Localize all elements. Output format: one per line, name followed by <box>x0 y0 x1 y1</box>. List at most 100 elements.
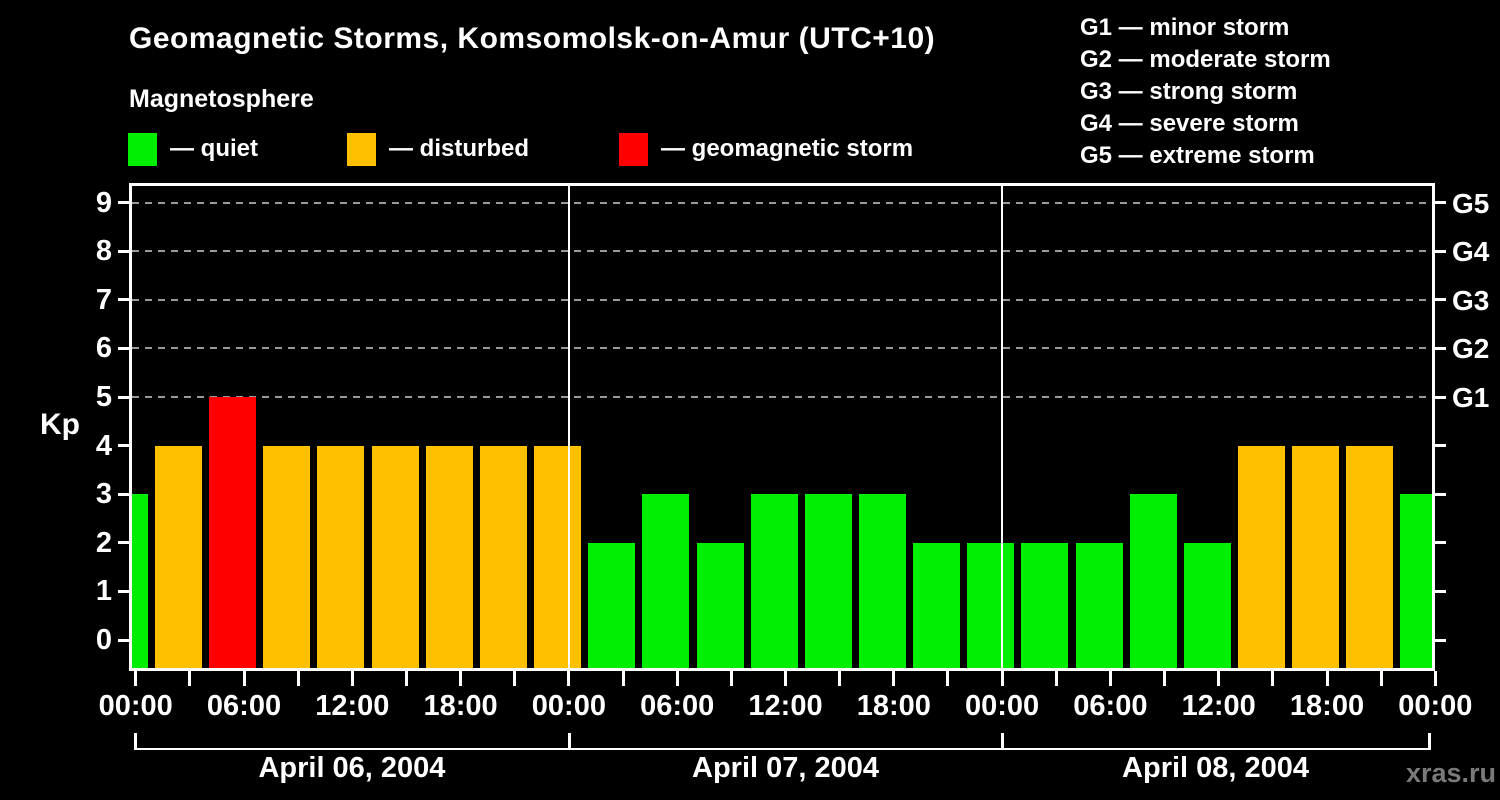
right-axis-g-label: G5 <box>1452 187 1490 219</box>
kp-bar <box>1238 445 1285 668</box>
y-axis-tick-label: 4 <box>95 429 112 462</box>
kp-bar <box>1346 445 1394 668</box>
kp-bar <box>371 445 419 668</box>
x-axis-tick <box>1379 671 1383 686</box>
kp-bar <box>913 542 961 668</box>
storm-color-swatch <box>619 132 648 166</box>
x-axis-tick <box>1325 671 1329 686</box>
x-axis-tick-label: 00:00 <box>1398 690 1473 722</box>
x-axis-tick-label: 06:00 <box>640 690 715 722</box>
date-label: April 07, 2004 <box>692 752 879 784</box>
y-axis-tick <box>118 589 132 593</box>
date-bracket-stub <box>134 733 137 750</box>
date-bracket-stub <box>1001 733 1005 750</box>
storm-level-gridline <box>132 201 1432 204</box>
date-bracket-stub <box>567 733 571 750</box>
x-axis-tick <box>946 671 950 686</box>
kp-bar <box>155 445 202 668</box>
y-axis-tick <box>118 201 132 205</box>
y-axis-title: Kp <box>40 408 80 441</box>
x-axis-tick <box>838 671 842 686</box>
x-axis-tick <box>188 671 192 686</box>
x-axis-tick <box>1217 671 1221 686</box>
storm-scale-line-g5: G5 — extreme storm <box>1080 142 1315 169</box>
storm-level-gridline <box>132 347 1432 350</box>
kp-bar <box>967 542 1015 668</box>
y-axis-tick-label: 5 <box>95 381 112 413</box>
y-axis-tick-label: 1 <box>95 575 112 608</box>
x-axis-tick <box>729 671 733 686</box>
disturbed-color-swatch <box>347 132 376 166</box>
legend-label-disturbed: — disturbed <box>389 135 530 162</box>
x-axis-tick-label: 00:00 <box>98 690 173 722</box>
right-axis-g-label: G3 <box>1452 284 1490 316</box>
y-axis-tick-right <box>1432 395 1446 399</box>
y-axis-tick-right <box>1432 249 1446 253</box>
quiet-color-swatch <box>128 132 157 166</box>
legend-item-disturbed: — disturbed <box>347 132 529 166</box>
storm-scale-legend: G1 — minor storm G2 — moderate storm G3 … <box>1080 12 1331 172</box>
x-axis-tick <box>1000 671 1004 686</box>
kp-bar <box>1129 494 1177 668</box>
x-axis-tick <box>350 671 354 686</box>
plot-area <box>129 183 1435 671</box>
x-axis-tick <box>892 671 896 686</box>
storm-scale-line-g1: G1 — minor storm <box>1080 14 1290 41</box>
x-axis-tick-label: 06:00 <box>206 690 282 722</box>
x-axis-tick-label: 18:00 <box>856 690 931 722</box>
kp-bar <box>858 494 906 668</box>
kp-bar <box>479 445 527 668</box>
legend-item-storm: — geomagnetic storm <box>619 132 913 166</box>
x-axis-tick <box>1271 671 1275 686</box>
y-axis-tick-right <box>1432 541 1446 545</box>
x-axis-tick-label: 06:00 <box>1073 690 1148 722</box>
y-axis-tick-right <box>1432 444 1446 448</box>
x-axis-tick <box>1054 671 1058 686</box>
kp-bar <box>534 445 582 668</box>
x-axis-tick-label: 18:00 <box>1289 690 1365 722</box>
x-axis-tick <box>242 671 246 686</box>
watermark: xras.ru <box>1405 758 1496 788</box>
y-axis-tick-label: 3 <box>95 478 112 511</box>
kp-bar <box>132 494 148 668</box>
kp-bar <box>642 494 690 668</box>
x-axis-tick <box>404 671 408 686</box>
x-axis-tick-label: 12:00 <box>748 690 823 722</box>
y-axis-tick-label: 8 <box>95 235 112 268</box>
y-axis-tick-right <box>1432 492 1446 496</box>
y-axis-tick <box>118 298 132 302</box>
y-axis-tick-right <box>1432 589 1446 593</box>
y-axis-tick-right <box>1432 201 1446 205</box>
y-axis-tick-label: 6 <box>95 332 112 365</box>
x-axis-tick <box>296 671 300 686</box>
date-label: April 06, 2004 <box>258 752 446 784</box>
kp-bar <box>263 445 311 668</box>
day-boundary-line <box>1001 186 1004 668</box>
kp-bar <box>1400 494 1432 668</box>
right-axis-g-label: G2 <box>1452 333 1490 365</box>
y-axis-tick-label: 0 <box>95 624 112 656</box>
kp-bar <box>1292 445 1340 668</box>
date-bracket-line <box>135 748 1429 750</box>
x-axis-tick <box>459 671 463 686</box>
storm-scale-line-g2: G2 — moderate storm <box>1080 46 1331 73</box>
magnetosphere-label: Magnetosphere <box>129 85 314 113</box>
kp-bar <box>696 542 744 668</box>
y-axis-tick <box>118 346 132 350</box>
date-bracket-stub <box>1428 733 1431 750</box>
x-axis-tick <box>1433 671 1437 686</box>
x-axis-tick-label: 12:00 <box>1181 690 1256 722</box>
x-axis-tick <box>567 671 571 686</box>
x-axis-tick-label: 12:00 <box>315 690 390 722</box>
legend-item-quiet: — quiet <box>128 132 258 166</box>
kp-bar <box>750 494 798 668</box>
date-label: April 08, 2004 <box>1122 752 1310 784</box>
y-axis-tick-right <box>1432 346 1446 350</box>
y-axis-tick-label: 7 <box>95 283 112 316</box>
y-axis-tick <box>118 492 132 496</box>
kp-bar <box>1021 542 1069 668</box>
y-axis-tick <box>118 395 132 399</box>
x-axis-tick-label: 18:00 <box>423 690 498 722</box>
y-axis-tick <box>118 638 132 642</box>
legend-label-quiet: — quiet <box>170 135 258 162</box>
